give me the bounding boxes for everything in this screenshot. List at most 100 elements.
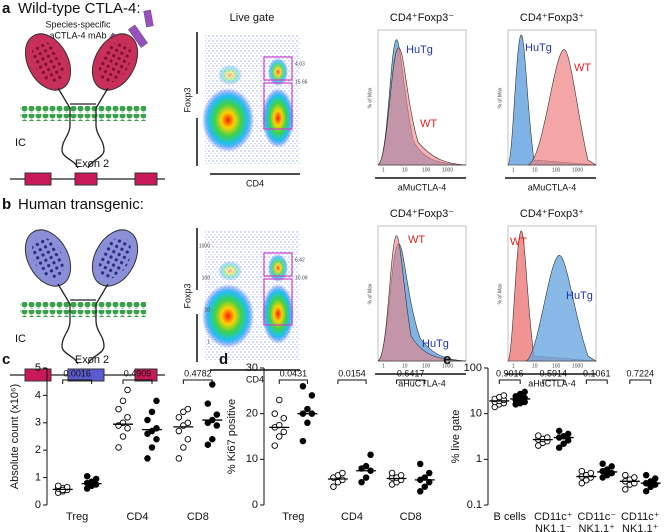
data-point <box>564 430 572 438</box>
p-bracket <box>498 379 521 384</box>
data-point <box>144 416 151 424</box>
x-tick-label: CD11c⁺ <box>621 511 660 523</box>
histogram-ylabel: % of Max <box>497 87 503 108</box>
histogram-tick: 100 <box>422 363 431 369</box>
panel-letter: d <box>219 351 228 368</box>
histogram-tick: 1000 <box>572 363 583 369</box>
x-tick-label: CD8 <box>187 511 209 523</box>
p-bracket <box>629 379 652 384</box>
gate-value: 6.42 <box>295 257 305 263</box>
histogram-tick: 100 <box>422 167 431 173</box>
y-tick-label: 3 <box>35 417 41 429</box>
y-tick-label: 1 <box>35 472 41 484</box>
histogram-xlabel: aHuCTLA-4 <box>528 378 576 388</box>
data-point <box>280 414 288 422</box>
data-point <box>124 414 131 421</box>
data-point <box>204 441 212 448</box>
panel-b: b Human transgenic: IC Exon 2 Foxp3 CD4 … <box>2 196 598 388</box>
data-point <box>184 419 192 427</box>
histogram-tick: 1 <box>382 363 385 369</box>
panel-title: Wild-type CTLA-4: <box>18 0 141 17</box>
data-point <box>124 386 131 394</box>
data-point <box>119 397 127 405</box>
data-point <box>578 467 586 475</box>
data-point <box>184 405 192 413</box>
data-point <box>115 444 122 451</box>
x-tick-label: CD11c⁺ <box>534 511 573 523</box>
histogram-tick: 100 <box>552 167 561 173</box>
y-tick-label: 0 <box>35 499 41 511</box>
y-tick-label: 4 <box>35 389 41 401</box>
data-point <box>299 383 307 390</box>
data-point <box>209 381 216 388</box>
flow-tick: 100 <box>202 275 211 281</box>
panel-title: Human transgenic: <box>18 196 144 213</box>
series-label: WT <box>420 118 437 130</box>
data-point <box>330 483 337 490</box>
data-point <box>397 472 405 479</box>
data-point <box>555 444 563 451</box>
p-value: 0.0431 <box>280 368 308 378</box>
data-point <box>153 435 160 443</box>
series-label: HuTg <box>406 44 433 56</box>
data-point <box>608 463 615 470</box>
ctla4-schematic <box>9 33 166 186</box>
data-point <box>115 405 122 413</box>
p-value: 0.6417 <box>397 368 425 378</box>
series-label: WT <box>574 62 591 74</box>
flow-plot <box>196 31 301 175</box>
histogram-tick: 100 <box>552 363 561 369</box>
histogram-title: CD4⁺Foxp3⁺ <box>520 208 584 220</box>
histogram-tick: 10 <box>402 363 408 369</box>
x-tick-label: NK1.1⁺ <box>579 523 616 532</box>
y-tick-label: 100 <box>464 362 482 374</box>
histogram-tick: 1000 <box>572 167 583 173</box>
p-value: 0.7224 <box>626 368 654 378</box>
histogram-ylabel: % of Max <box>367 283 373 304</box>
x-tick-label: CD4 <box>126 511 148 523</box>
p-value: 0.9016 <box>496 368 524 378</box>
data-point <box>425 469 433 477</box>
histogram-tick: 1 <box>512 167 515 173</box>
series-label: HuTg <box>422 338 449 350</box>
gate-value: 4.03 <box>295 61 305 67</box>
gate-value: 15.66 <box>295 79 308 85</box>
p-value: 0.0154 <box>338 368 366 378</box>
y-tick-label: 10 <box>246 453 258 465</box>
p-bracket <box>585 379 608 384</box>
panel-letter: c <box>2 351 10 368</box>
y-axis-label: % Ki67 positive <box>226 399 238 474</box>
ic-label: IC <box>15 137 26 149</box>
data-point <box>271 410 279 417</box>
y-tick-label: 0.1 <box>467 499 482 511</box>
dot-plots: c 0 1 2 3 4 5 Absolute count (x10⁶) Treg 0.0016 CD… <box>2 351 661 532</box>
data-point <box>560 440 567 447</box>
data-point <box>622 471 629 479</box>
panel-letter: a <box>2 0 11 17</box>
data-point <box>535 432 542 439</box>
y-axis-label: % live gate <box>450 410 462 464</box>
data-point <box>276 433 283 440</box>
data-point <box>642 471 650 479</box>
histogram-tick: 10 <box>532 167 538 173</box>
y-tick-label: 20 <box>246 408 258 420</box>
y-tick-label: 2 <box>35 444 41 456</box>
data-point <box>599 460 606 468</box>
data-point <box>587 469 595 477</box>
histogram-xlabel: aMuCTLA-4 <box>528 182 577 192</box>
data-point <box>83 472 91 480</box>
data-point <box>213 422 221 429</box>
data-point <box>564 437 572 444</box>
flow-tick: 1000 <box>199 243 210 249</box>
data-point <box>175 455 183 462</box>
x-tick-label: CD4 <box>341 511 363 523</box>
y-tick-label: 5 <box>35 362 41 374</box>
p-value: 0.4909 <box>124 368 152 378</box>
y-axis-label: Absolute count (x10⁶) <box>9 384 21 489</box>
histogram-tick: 10 <box>402 167 408 173</box>
data-point <box>578 479 586 487</box>
p-bracket <box>396 379 426 384</box>
data-point <box>362 462 370 470</box>
data-point <box>416 488 424 495</box>
data-point <box>271 442 279 449</box>
